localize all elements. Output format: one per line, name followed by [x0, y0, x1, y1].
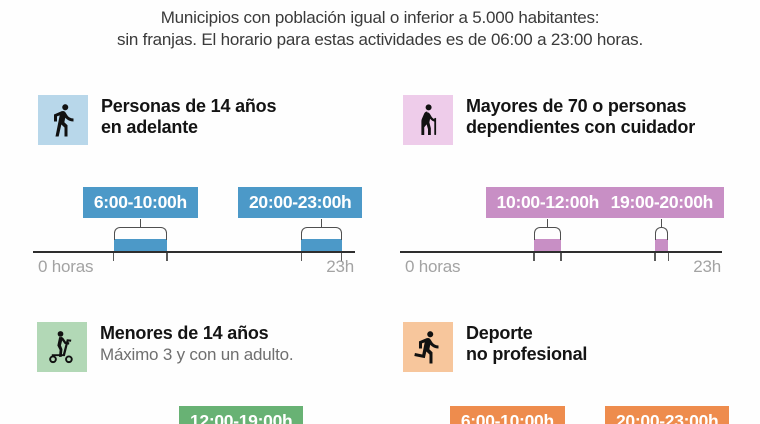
time-band-bracket [534, 219, 561, 240]
title-line: Menores de 14 años [100, 323, 269, 343]
bracket-hook [534, 227, 561, 240]
scooter-child-icon [37, 322, 87, 372]
section-children-subtitle: Máximo 3 y con un adulto. [100, 345, 294, 364]
axis-tick [112, 253, 115, 261]
axis-tick [533, 253, 535, 261]
bracket-stem [320, 219, 323, 227]
section-children-title: Menores de 14 años [100, 323, 293, 344]
header-line-2: sin franjas. El horario para estas activ… [117, 30, 643, 49]
axis-tick [300, 253, 303, 261]
time-band-label: 6:00-10:00h [449, 406, 565, 424]
bracket-stem [546, 219, 549, 227]
title-line: Mayores de 70 o personas [466, 96, 687, 116]
timeline-seniors: 10:00-12:00h 19:00-20:00h 0 horas 23h [400, 187, 725, 282]
axis-label-start: 0 horas [405, 257, 461, 276]
axis-label-end: 23h [693, 257, 721, 276]
axis-label-start: 0 horas [38, 257, 94, 276]
bracket-stem [139, 219, 142, 227]
person-with-cane-icon [403, 95, 453, 145]
time-band-bracket [301, 219, 342, 240]
axis-tick [667, 253, 670, 261]
time-band-label: 20:00-23:00h [605, 406, 730, 424]
axis-tick [166, 253, 168, 261]
section-seniors-title: Mayores de 70 o personas dependientes co… [466, 96, 695, 138]
axis-label-end: 23h [326, 257, 354, 276]
title-line: dependientes con cuidador [466, 117, 696, 137]
section-sport-title: Deporte no profesional [466, 323, 587, 365]
section-adults-header: Personas de 14 años en adelante [38, 95, 276, 145]
title-line: en adelante [101, 117, 198, 137]
axis-tick [654, 253, 656, 261]
time-band-label: 6:00-10:00h [82, 187, 198, 218]
time-band-bracket [654, 219, 669, 240]
time-band-label: 10:00-12:00h [485, 187, 611, 218]
section-children-header: Menores de 14 años Máximo 3 y con un adu… [37, 322, 294, 372]
time-band-label: 12:00-19:00h [178, 406, 304, 424]
time-band-segment [301, 239, 342, 252]
time-band-segment [654, 239, 669, 252]
timeline-adults: 6:00-10:00h 20:00-23:00h 0 horas 23h [33, 187, 363, 282]
timeline-axis [400, 251, 722, 253]
title-line: no profesional [466, 344, 588, 364]
walking-person-icon [38, 95, 88, 145]
bracket-stem [660, 219, 663, 227]
section-sport-header: Deporte no profesional [403, 322, 587, 372]
header-line-1: Municipios con población igual o inferio… [160, 8, 600, 27]
header-text: Municipios con población igual o inferio… [0, 7, 760, 51]
time-band-bracket [113, 219, 168, 240]
section-adults-title: Personas de 14 años en adelante [101, 96, 276, 138]
title-line: Personas de 14 años [101, 96, 277, 116]
axis-tick [340, 253, 343, 261]
title-line: Deporte [466, 323, 533, 343]
bracket-hook [301, 227, 342, 240]
section-seniors-header: Mayores de 70 o personas dependientes co… [403, 95, 695, 145]
time-band-segment [113, 239, 168, 252]
bracket-hook [654, 227, 669, 240]
time-band-label: 19:00-20:00h [599, 187, 725, 218]
timeline-axis [33, 251, 355, 253]
bracket-hook [113, 227, 168, 240]
running-person-icon [403, 322, 453, 372]
time-band-segment [534, 239, 561, 252]
axis-tick [560, 253, 562, 261]
time-band-label: 20:00-23:00h [238, 187, 363, 218]
